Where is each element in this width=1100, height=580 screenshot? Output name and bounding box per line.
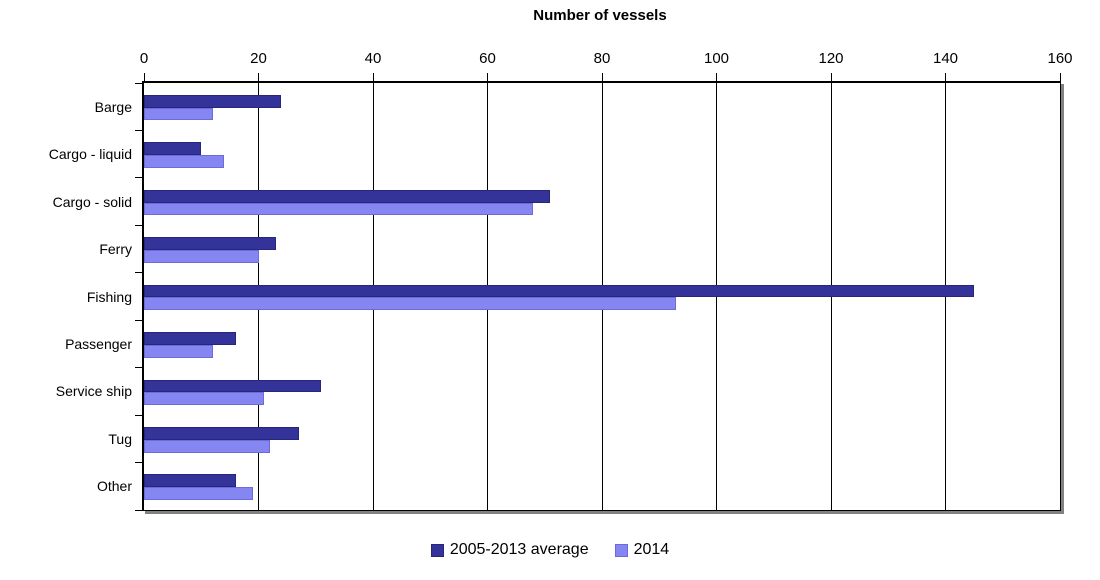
bar-tug-2014 [144, 439, 270, 453]
legend-swatch-2005-2013-average [430, 543, 444, 557]
legend-item-2005-2013-average: 2005-2013 average [430, 541, 589, 559]
bar-cargo-solid-2005-2013-average [144, 189, 551, 203]
legend: 2005-2013 average 2014 [0, 540, 1100, 560]
plot-area [142, 81, 1061, 511]
x-tick-label-140: 140 [932, 50, 959, 67]
y-axis-labels: Barge Cargo - liquid Cargo - solid Ferry Fis… [0, 83, 132, 510]
y-tick-mark-5 [135, 319, 143, 321]
x-axis-labels: 0 20 40 60 80 100 120 140 160 [140, 50, 1073, 68]
category-label-ferry: Ferry [99, 241, 132, 258]
y-tick-mark-9 [135, 509, 143, 511]
x-tick-label-20: 20 [250, 50, 267, 67]
bar-cargo-solid-2014 [144, 202, 534, 216]
category-label-other: Other [96, 478, 132, 495]
category-label-barge: Barge [94, 98, 132, 115]
x-tick-mark-0 [143, 73, 145, 81]
bar-fishing-2005-2013-average [144, 284, 975, 298]
bar-service-ship-2005-2013-average [144, 379, 322, 393]
bar-other-2005-2013-average [144, 474, 236, 488]
x-tick-mark-80 [601, 73, 603, 81]
legend-label-2014: 2014 [633, 541, 670, 558]
category-label-passenger: Passenger [65, 335, 132, 352]
category-label-cargo-solid: Cargo - solid [52, 193, 132, 210]
bar-cargo-liquid-2005-2013-average [144, 142, 202, 156]
x-tick-mark-160 [1059, 73, 1061, 81]
category-label-service-ship: Service ship [55, 383, 132, 400]
y-tick-mark-2 [135, 177, 143, 179]
x-tick-label-60: 60 [479, 50, 496, 67]
chart-title: Number of vessels [533, 7, 667, 24]
x-axis-ticks [143, 73, 1061, 81]
x-tick-label-100: 100 [703, 50, 730, 67]
category-label-fishing: Fishing [86, 288, 132, 305]
bar-service-ship-2014 [144, 392, 265, 406]
category-label-tug: Tug [108, 430, 132, 447]
category-label-cargo-liquid: Cargo - liquid [48, 146, 132, 163]
y-axis-ticks [135, 82, 143, 511]
x-tick-mark-20 [258, 73, 259, 81]
y-tick-mark-1 [135, 129, 143, 131]
bar-barge-2005-2013-average [144, 94, 282, 108]
y-tick-mark-4 [135, 272, 143, 274]
x-tick-label-160: 160 [1047, 50, 1073, 67]
x-tick-mark-40 [372, 73, 374, 81]
bar-ferry-2014 [144, 250, 259, 263]
x-tick-mark-140 [945, 73, 946, 81]
bar-other-2014 [144, 487, 253, 501]
y-tick-mark-8 [135, 462, 143, 464]
bar-ferry-2005-2013-average [144, 237, 276, 250]
y-tick-mark-7 [135, 414, 143, 416]
bar-passenger-2005-2013-average [144, 332, 236, 345]
legend-item-2014: 2014 [614, 541, 670, 559]
x-tick-label-80: 80 [593, 50, 611, 67]
y-tick-mark-3 [135, 224, 143, 226]
bar-cargo-liquid-2014 [144, 155, 225, 168]
x-tick-label-40: 40 [364, 50, 382, 67]
y-tick-mark-6 [135, 367, 143, 369]
x-tick-label-120: 120 [818, 50, 844, 67]
x-tick-label-0: 0 [139, 50, 149, 67]
x-tick-mark-120 [830, 73, 832, 81]
x-tick-mark-60 [487, 73, 488, 81]
legend-label-2005-2013-average: 2005-2013 average [449, 541, 589, 558]
x-tick-mark-100 [716, 73, 717, 81]
bar-barge-2014 [144, 107, 213, 121]
bar-tug-2005-2013-average [144, 426, 299, 440]
legend-swatch-2014 [614, 543, 628, 557]
bar-fishing-2014 [144, 297, 677, 311]
y-tick-mark-0 [135, 82, 143, 84]
bar-passenger-2014 [144, 344, 213, 358]
